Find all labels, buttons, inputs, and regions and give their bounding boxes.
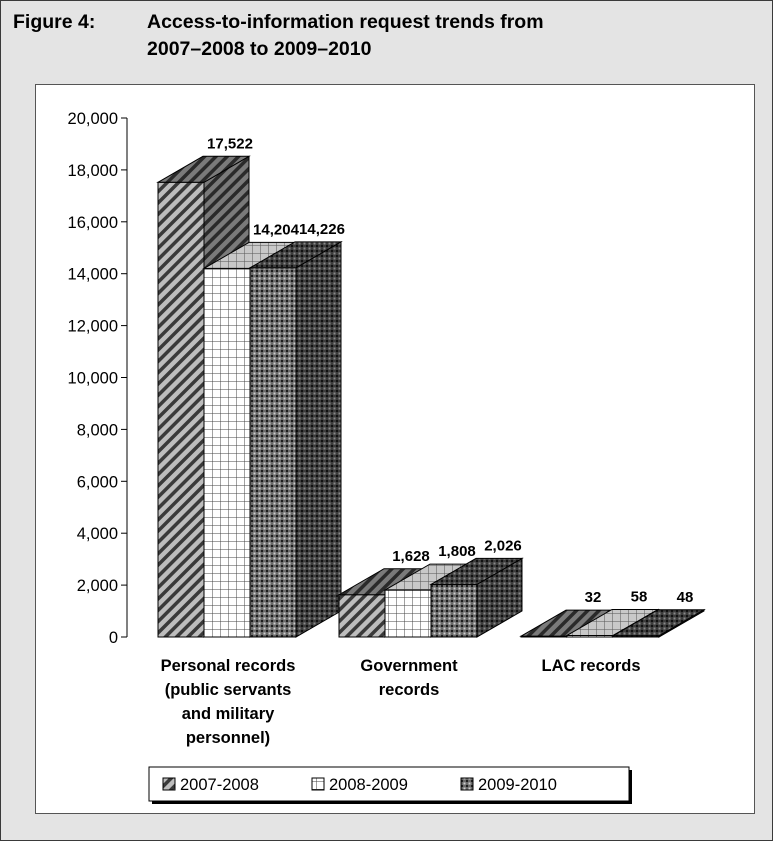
- bar-front: [249, 267, 297, 638]
- plot-area: 0 2,000 4,000 6,000 8,000 10,000 12,000 14,000 1…: [35, 84, 755, 814]
- bar-top: [429, 557, 524, 585]
- bar-top: [156, 155, 251, 183]
- bar-front: [203, 267, 251, 638]
- bar-side: [295, 240, 342, 638]
- category-label: (public servants: [165, 681, 292, 699]
- bar-chart: 0 2,000 4,000 6,000 8,000 10,000 12,000 14,000 1…: [68, 110, 706, 804]
- data-label: 48: [677, 589, 694, 606]
- legend-box: [148, 766, 630, 802]
- bars: [156, 155, 706, 638]
- category-label: Personal records: [161, 657, 296, 675]
- legend-swatch: [460, 777, 474, 791]
- legend-swatch: [311, 777, 325, 791]
- data-label: 32: [585, 589, 602, 606]
- data-label: 17,522: [207, 135, 253, 152]
- y-tick-label: 12,000: [68, 318, 118, 336]
- legend-label: 2009-2010: [478, 776, 557, 794]
- category-label: and military: [182, 705, 275, 723]
- y-tick-label: 14,000: [68, 266, 118, 284]
- y-tick-label: 8,000: [77, 421, 118, 439]
- y-tick-label: 20,000: [68, 110, 118, 128]
- category-label: Government: [360, 657, 458, 675]
- x-axis-labels: Personal records (public servants and mili…: [161, 657, 641, 747]
- y-tick-label: 4,000: [77, 525, 118, 543]
- legend-swatch: [162, 777, 176, 791]
- figure-title: Figure 4: Access-to-information request t…: [13, 9, 544, 63]
- bar-front: [384, 589, 432, 638]
- category-label: records: [379, 681, 440, 699]
- y-tick-label: 6,000: [77, 473, 118, 491]
- y-tick-label: 16,000: [68, 214, 118, 232]
- y-tick-label: 10,000: [68, 370, 118, 388]
- data-label: 14,204: [253, 221, 300, 238]
- bar-top: [248, 241, 343, 269]
- data-label: 14,226: [299, 221, 345, 238]
- category-label: personnel): [186, 729, 270, 747]
- data-label: 1,628: [392, 548, 430, 565]
- data-label: 1,808: [438, 543, 476, 560]
- y-axis: 0 2,000 4,000 6,000 8,000 10,000 12,000 14,000 1…: [68, 110, 128, 647]
- legend-label: 2007-2008: [180, 776, 259, 794]
- y-tick-label: 2,000: [77, 577, 118, 595]
- bar: [611, 608, 706, 638]
- data-labels: 17,522 14,204 14,226 1,628 1,808 2,026 32 58 48: [207, 135, 693, 606]
- y-tick-label: 18,000: [68, 162, 118, 180]
- figure-title-line-1: Access-to-information request trends fro…: [147, 11, 544, 33]
- bar-front: [430, 583, 478, 638]
- figure-title-line-2: 2007–2008 to 2009–2010: [147, 38, 372, 60]
- legend: 2007-2008 2008-2009 2009-2010: [148, 766, 632, 804]
- bar: [248, 240, 343, 638]
- legend-label: 2008-2009: [329, 776, 408, 794]
- bar: [429, 557, 524, 638]
- figure-number: Figure 4:: [13, 11, 96, 33]
- category-label: LAC records: [541, 657, 640, 675]
- y-tick-label: 0: [109, 629, 118, 647]
- bar-front: [338, 594, 386, 638]
- bar-front: [157, 181, 205, 638]
- bar-top: [611, 609, 706, 637]
- data-label: 2,026: [484, 537, 522, 554]
- data-label: 58: [631, 588, 648, 605]
